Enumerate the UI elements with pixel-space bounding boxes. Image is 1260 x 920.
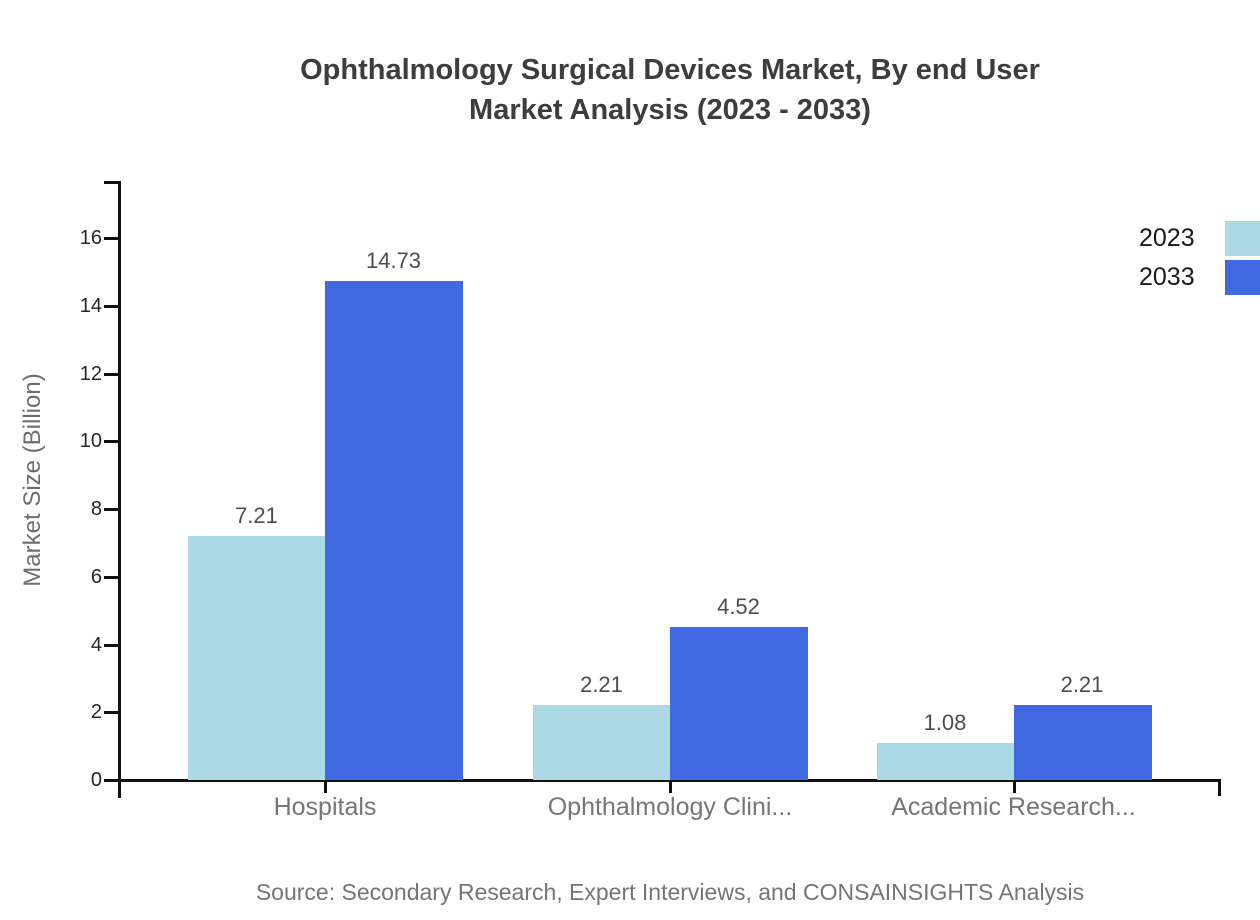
bar-value-label: 14.73 <box>365 248 422 273</box>
y-axis-tick-label: 0 <box>90 769 102 791</box>
y-axis-tick <box>104 575 118 579</box>
y-axis-tick <box>104 711 118 715</box>
y-axis-tick-label: 14 <box>79 294 102 317</box>
bar-2023-2 <box>533 705 670 780</box>
bar-2033-1 <box>325 281 463 780</box>
y-axis-tick <box>104 508 118 512</box>
x-axis-tick <box>324 780 327 793</box>
y-axis-tick-label: 10 <box>79 430 102 453</box>
legend-label: 2023 <box>1139 224 1195 252</box>
y-axis-top-tick <box>104 181 118 184</box>
legend-item-2033[interactable]: 2033 <box>1139 260 1260 295</box>
legend-label: 2033 <box>1139 263 1195 291</box>
source-note: Source: Secondary Research, Expert Inter… <box>255 879 1085 905</box>
bar-2023-1 <box>188 536 325 780</box>
bar-value-label: 2.21 <box>580 672 623 697</box>
y-axis-tick-label: 4 <box>90 633 102 656</box>
x-axis-end-tick <box>1218 779 1221 796</box>
y-axis-tick <box>104 779 118 782</box>
bar-2023-3 <box>876 743 1014 780</box>
legend-swatch-2033 <box>1224 260 1260 295</box>
y-axis-tick-label: 12 <box>79 362 102 385</box>
y-axis-tick <box>104 643 118 647</box>
y-axis-tick <box>104 237 118 241</box>
y-axis-tick-label: 8 <box>90 498 102 521</box>
bar-value-label: 2.21 <box>1060 672 1104 697</box>
y-axis-tick-label: 16 <box>79 227 102 250</box>
y-axis-line <box>118 181 121 798</box>
y-axis-title: Market Size (Billion) <box>19 373 46 587</box>
category-label: Academic Research... <box>891 793 1136 821</box>
category-label: Ophthalmology Clini... <box>547 793 793 821</box>
y-axis-tick <box>104 304 118 308</box>
x-axis-tick <box>1012 780 1016 793</box>
bar-2033-3 <box>1013 705 1152 780</box>
y-axis-tick <box>104 372 118 376</box>
chart-title: Ophthalmology Surgical Devices Market, B… <box>80 50 1260 130</box>
bar-value-label: 1.08 <box>923 710 967 735</box>
legend-item-2023[interactable]: 2023 <box>1139 221 1260 256</box>
category-label: Hospitals <box>273 793 377 821</box>
y-axis-tick <box>104 440 118 444</box>
chart-title-line1: Ophthalmology Surgical Devices Market, B… <box>300 54 1040 86</box>
bar-value-label: 7.21 <box>235 503 278 528</box>
x-axis-tick <box>669 780 672 793</box>
bar-2033-2 <box>670 627 808 780</box>
bar-value-label: 4.52 <box>717 594 760 619</box>
legend-swatch-2023 <box>1224 221 1260 256</box>
y-axis-tick-label: 2 <box>90 701 102 724</box>
y-axis-tick-label: 6 <box>90 565 102 588</box>
chart-title-line2: Market Analysis (2023 - 2033) <box>469 94 871 126</box>
